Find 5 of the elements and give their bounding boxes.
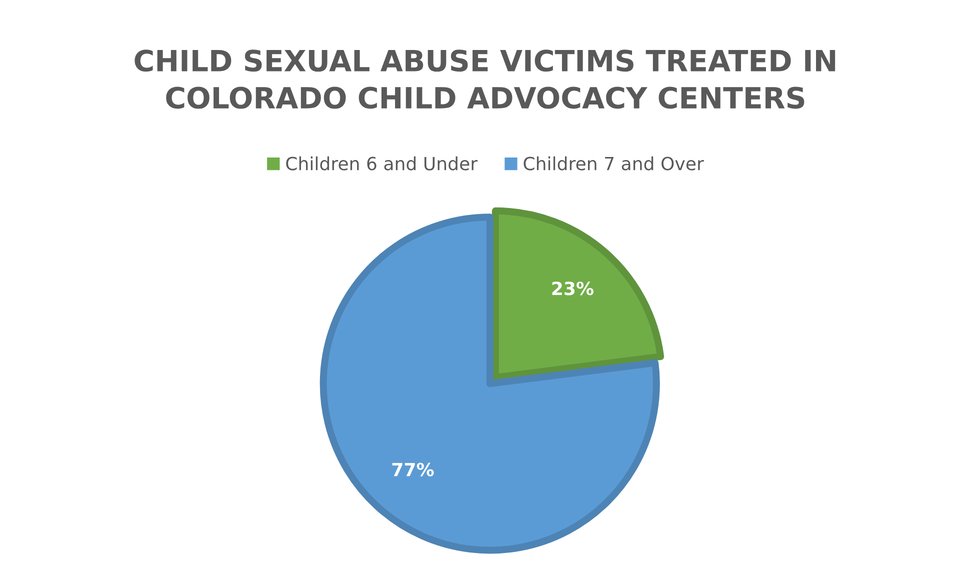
data-label: 77% (392, 462, 434, 476)
chart-title: CHILD SEXUAL ABUSE VICTIMS TREATED IN COLORADO CHILD ADVOCACY CENTERS (134, 50, 836, 109)
data-label: 23% (552, 282, 594, 296)
legend-label: Children 6 and Under (286, 156, 478, 170)
legend-label: Children 7 and Over (524, 156, 704, 170)
